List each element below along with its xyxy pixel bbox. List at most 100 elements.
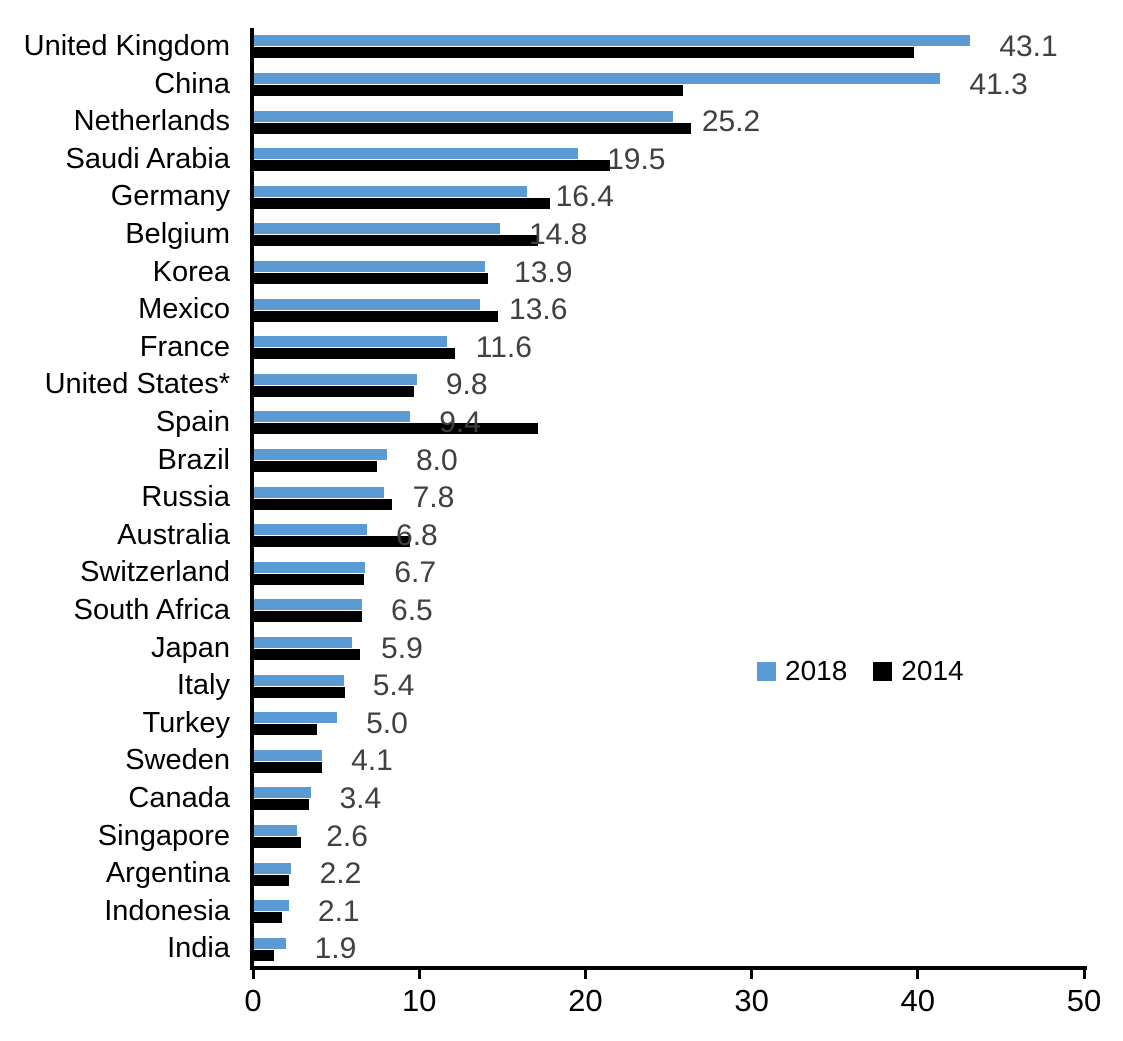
value-label: 13.9 (514, 255, 573, 289)
value-label: 1.9 (314, 932, 357, 966)
category-label: United Kingdom (23, 30, 230, 62)
bar-2014 (254, 122, 692, 134)
legend-swatch-2014 (873, 661, 893, 681)
category-label: Canada (128, 782, 230, 814)
value-label: 16.4 (555, 180, 614, 214)
bar-2014 (254, 310, 499, 322)
x-tick (916, 970, 920, 979)
x-axis-line (250, 966, 1087, 970)
category-label: Australia (117, 518, 230, 551)
bar-2018 (254, 937, 286, 949)
value-label: 13.6 (509, 293, 568, 327)
bar-2018 (254, 35, 971, 47)
bar-2014 (254, 498, 392, 510)
legend-label-2014: 2014 (901, 655, 964, 686)
bar-2018 (254, 185, 527, 197)
x-tick-label: 40 (900, 983, 936, 1018)
bar-2014 (254, 235, 539, 247)
x-tick (1082, 970, 1086, 979)
bar-2014 (254, 47, 914, 59)
bar-2018 (254, 787, 311, 799)
bar-2014 (254, 724, 318, 736)
legend-swatch-2018 (757, 661, 776, 681)
bar-2018 (254, 411, 411, 423)
value-label: 7.8 (412, 481, 455, 515)
bar-2018 (254, 900, 289, 912)
value-label: 6.8 (396, 518, 438, 552)
bar-2014 (254, 573, 364, 585)
category-label: Saudi Arabia (65, 142, 230, 175)
bar-2018 (254, 148, 579, 160)
bar-2018 (254, 712, 338, 724)
bar-2018 (254, 599, 363, 611)
bar-2018 (254, 749, 323, 761)
bar-2014 (254, 686, 346, 698)
x-tick (251, 970, 255, 979)
value-label: 11.6 (475, 330, 532, 364)
category-label: Korea (152, 255, 230, 288)
bar-2018 (254, 298, 481, 310)
category-label: Italy (176, 669, 230, 702)
bar-2018 (254, 561, 366, 573)
category-label: Japan (150, 631, 230, 664)
x-tick-label: 20 (568, 983, 603, 1018)
value-label: 8.0 (415, 443, 458, 477)
bar-2018 (254, 260, 486, 272)
bar-2014 (254, 799, 309, 811)
bar-2014 (254, 761, 323, 773)
category-label: South Africa (73, 594, 230, 626)
bar-2018 (254, 223, 500, 235)
x-tick-label: 10 (401, 983, 437, 1018)
value-label: 2.1 (317, 894, 360, 928)
x-tick-label: 0 (244, 983, 262, 1018)
x-tick (750, 970, 754, 979)
x-tick (417, 970, 421, 979)
bar-2014 (254, 912, 283, 924)
bar-2014 (254, 160, 610, 172)
bar-2014 (254, 611, 363, 623)
bar-2018 (254, 674, 344, 686)
category-label: Indonesia (104, 894, 230, 927)
y-axis-line (250, 28, 254, 970)
bar-2014 (254, 836, 301, 848)
value-label: 6.7 (394, 556, 437, 590)
category-label: Mexico (138, 293, 230, 326)
value-label: 5.9 (381, 631, 423, 665)
bar-2014 (254, 460, 377, 472)
bar-2014 (254, 423, 539, 435)
bar-2018 (254, 862, 291, 874)
value-label: 5.0 (366, 706, 408, 740)
bar-2018 (254, 72, 941, 84)
value-label: 3.4 (339, 782, 382, 815)
bar-2014 (254, 272, 489, 284)
bar-2018 (254, 448, 387, 460)
category-label: Sweden (125, 744, 230, 777)
value-label: 41.3 (969, 67, 1028, 101)
bar-2014 (254, 197, 550, 209)
bar-2018 (254, 636, 353, 648)
x-tick-label: 50 (1066, 983, 1102, 1018)
x-tick-label: 30 (734, 983, 769, 1018)
category-label: Turkey (142, 706, 230, 739)
category-label: Netherlands (73, 105, 230, 138)
category-label: Brazil (157, 443, 230, 476)
bar-2018 (254, 110, 673, 122)
category-label: Singapore (97, 819, 230, 852)
category-label: France (139, 330, 230, 363)
category-label: United States* (44, 368, 230, 401)
bar-2018 (254, 336, 447, 348)
x-tick (583, 970, 587, 979)
category-label: Argentina (105, 857, 230, 890)
bar-2018 (254, 524, 368, 536)
value-label: 9.8 (445, 368, 488, 402)
bar-2018 (254, 824, 298, 836)
bar-2014 (254, 648, 361, 660)
value-label: 43.1 (999, 30, 1058, 63)
value-label: 2.2 (319, 857, 362, 891)
bar-2014 (254, 348, 456, 360)
value-label: 6.5 (391, 594, 433, 627)
bar-2014 (254, 385, 414, 397)
category-label: China (154, 67, 230, 100)
value-label: 2.6 (326, 819, 368, 853)
